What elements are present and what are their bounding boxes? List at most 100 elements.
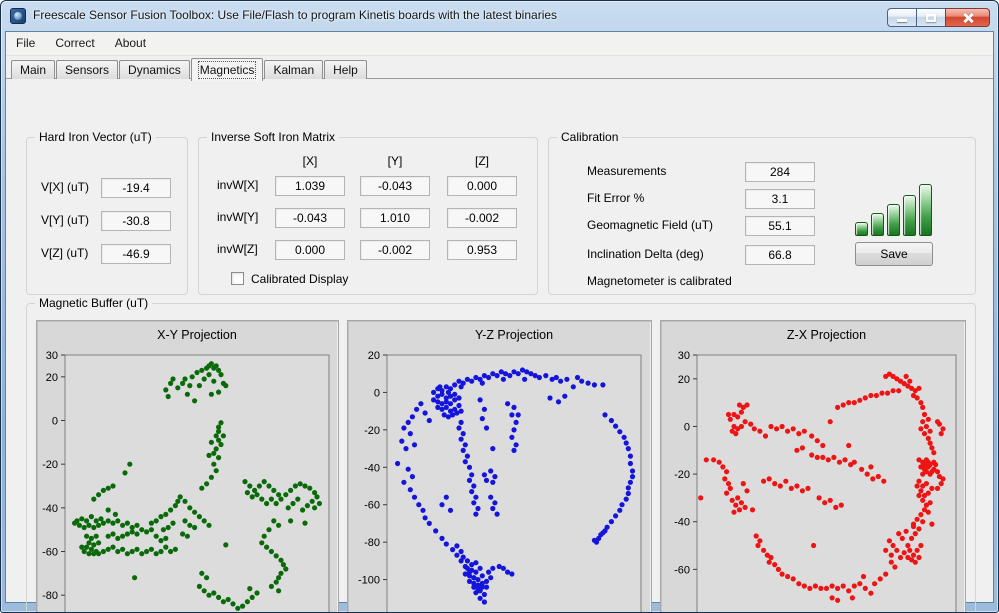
data-point xyxy=(84,518,90,524)
data-point xyxy=(492,500,498,506)
data-point xyxy=(764,552,770,558)
y-tick-label: -20 xyxy=(674,469,690,481)
tab-help[interactable]: Help xyxy=(324,60,367,79)
calibration-value-field[interactable]: 55.1 xyxy=(745,216,815,236)
data-point xyxy=(505,569,511,575)
data-point xyxy=(927,471,933,477)
tab-sensors[interactable]: Sensors xyxy=(56,60,119,79)
plot-area xyxy=(64,354,330,612)
data-point xyxy=(302,520,308,526)
data-point xyxy=(903,373,909,379)
data-point xyxy=(409,474,415,480)
calibration-value-field[interactable]: 66.8 xyxy=(745,245,815,265)
tab-magnetics[interactable]: Magnetics xyxy=(190,58,264,81)
data-point xyxy=(822,500,828,506)
hard-iron-value-field[interactable]: -30.8 xyxy=(101,211,171,231)
data-point xyxy=(464,453,470,459)
plot-title: X-Y Projection xyxy=(157,328,237,342)
data-point xyxy=(564,376,570,382)
data-point xyxy=(312,490,318,496)
y-tick-label: 20 xyxy=(368,350,380,362)
data-point xyxy=(929,521,935,527)
data-point xyxy=(909,385,915,391)
matrix-value-field[interactable]: 0.000 xyxy=(275,240,345,260)
data-point xyxy=(211,590,217,596)
tab-main[interactable]: Main xyxy=(11,60,56,79)
data-point xyxy=(735,414,741,420)
matrix-value-field[interactable]: -0.002 xyxy=(447,208,517,228)
data-point xyxy=(735,426,741,432)
data-point xyxy=(249,494,255,500)
data-point xyxy=(100,520,106,526)
save-button[interactable]: Save xyxy=(855,242,933,266)
data-point xyxy=(479,580,485,586)
data-point xyxy=(543,373,549,379)
hard-iron-value-field[interactable]: -19.4 xyxy=(101,178,171,198)
calibration-value-field[interactable]: 3.1 xyxy=(745,189,815,209)
data-point xyxy=(433,528,439,534)
data-point xyxy=(285,505,291,511)
scatter-plot: X-Y Projection30200-20-40-60-80-90-80-50… xyxy=(42,328,330,612)
tab-dynamics[interactable]: Dynamics xyxy=(119,60,190,79)
data-point xyxy=(471,580,477,586)
data-point xyxy=(469,562,475,568)
data-point xyxy=(725,481,732,487)
data-point xyxy=(623,496,629,502)
matrix-value-field[interactable]: 1.039 xyxy=(275,176,345,196)
title-bar[interactable]: Freescale Sensor Fusion Toolbox: Use Fil… xyxy=(1,1,998,31)
data-point xyxy=(462,571,468,577)
data-point xyxy=(100,487,106,493)
matrix-value-field[interactable]: 1.010 xyxy=(360,208,430,228)
data-point xyxy=(825,457,831,463)
data-point xyxy=(524,369,530,375)
data-point xyxy=(481,599,487,605)
data-point xyxy=(883,571,889,577)
matrix-value-field[interactable]: -0.002 xyxy=(360,240,430,260)
matrix-value-field[interactable]: -0.043 xyxy=(360,176,430,196)
data-point xyxy=(196,383,202,389)
calibration-field-label: Inclination Delta (deg) xyxy=(587,247,704,261)
data-point xyxy=(927,500,933,506)
data-point xyxy=(206,372,212,378)
matrix-value-field[interactable]: 0.000 xyxy=(447,176,517,196)
minimize-button[interactable] xyxy=(887,8,916,27)
y-tick-label: -40 xyxy=(364,462,380,474)
data-point xyxy=(742,419,748,425)
menu-item-correct[interactable]: Correct xyxy=(55,36,95,50)
data-point xyxy=(182,498,188,504)
data-point xyxy=(86,551,92,557)
calibrated-display-checkbox[interactable] xyxy=(231,272,244,285)
data-point xyxy=(91,524,97,531)
close-button[interactable] xyxy=(945,8,990,27)
data-point xyxy=(507,373,513,379)
data-point xyxy=(910,521,917,527)
maximize-button[interactable] xyxy=(916,8,945,27)
menu-item-about[interactable]: About xyxy=(114,36,147,50)
data-point xyxy=(475,505,481,512)
hard-iron-value-field[interactable]: -46.9 xyxy=(101,244,171,264)
data-point xyxy=(862,585,868,591)
data-point xyxy=(613,423,619,429)
calibration-group: Calibration Save Magnetometer is calibra… xyxy=(548,130,976,295)
matrix-value-field[interactable]: -0.043 xyxy=(275,208,345,228)
tab-kalman[interactable]: Kalman xyxy=(264,60,324,79)
menu-item-file[interactable]: File xyxy=(16,36,36,50)
data-point xyxy=(435,393,441,399)
y-tick-label: 0 xyxy=(684,421,690,433)
calibration-value-field[interactable]: 284 xyxy=(745,162,815,182)
data-point xyxy=(600,530,606,536)
data-point xyxy=(916,457,922,463)
data-point xyxy=(458,384,464,390)
data-point xyxy=(490,505,496,512)
data-point xyxy=(785,573,791,580)
data-point xyxy=(818,585,824,591)
data-point xyxy=(740,404,746,410)
data-point xyxy=(407,431,413,437)
data-point xyxy=(602,412,608,418)
matrix-value-field[interactable]: 0.953 xyxy=(447,240,517,260)
data-point xyxy=(627,479,633,485)
data-point xyxy=(785,428,791,434)
data-point xyxy=(513,419,519,425)
data-point xyxy=(216,367,222,373)
data-point xyxy=(519,367,526,373)
